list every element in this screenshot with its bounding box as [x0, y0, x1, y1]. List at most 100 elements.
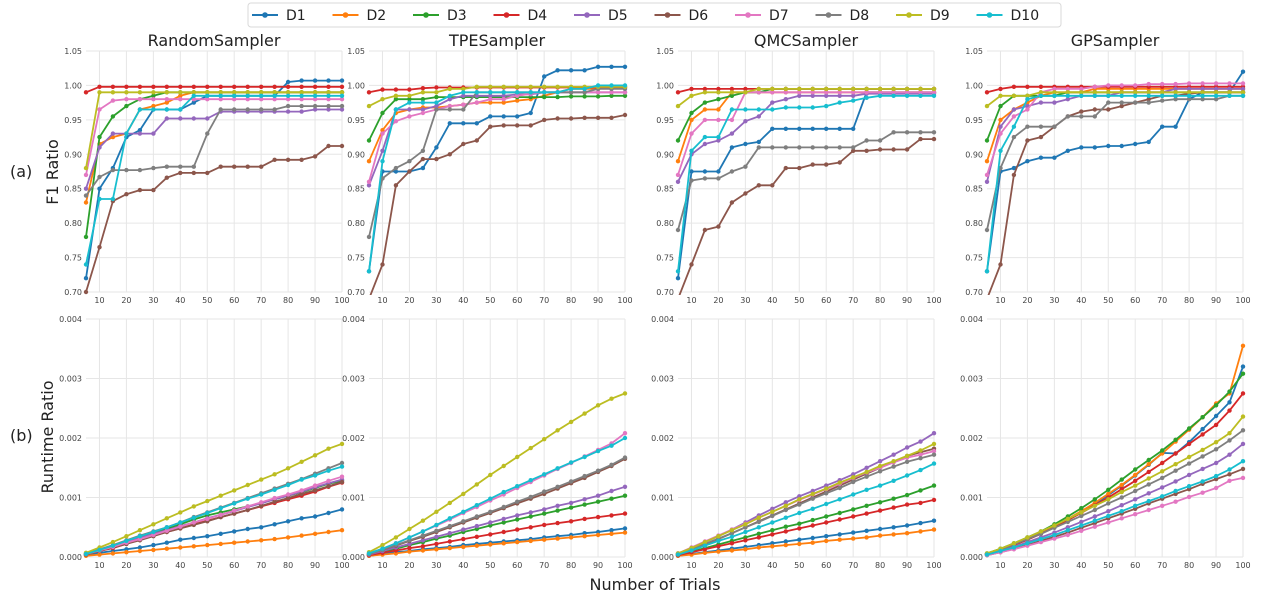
- data-point-d5: [1186, 472, 1192, 478]
- data-point-d7: [164, 528, 169, 533]
- data-point-d2: [675, 159, 681, 164]
- data-point-d1: [877, 526, 883, 532]
- data-point-d3: [380, 110, 385, 116]
- x-tick-label: 70: [848, 561, 858, 570]
- data-point-d10: [1092, 93, 1098, 99]
- data-point-d4: [729, 541, 735, 546]
- y-axis-label-bottom: Runtime Ratio: [38, 381, 57, 494]
- y-tick-label: 0.70: [64, 288, 82, 297]
- data-point-d10: [1092, 518, 1098, 523]
- data-point-d6: [420, 156, 426, 162]
- y-tick-label: 0.004: [960, 315, 983, 324]
- data-point-d6: [245, 164, 250, 169]
- data-point-d7: [1200, 81, 1205, 86]
- data-point-d10: [312, 93, 318, 99]
- data-point-d9: [515, 454, 520, 460]
- x-tick-label: 70: [848, 296, 858, 305]
- data-point-d2: [689, 117, 694, 123]
- legend-swatch-marker: [503, 12, 510, 18]
- series-line-d5: [986, 443, 1244, 556]
- data-point-d1: [151, 542, 156, 548]
- data-point-d4: [232, 84, 237, 90]
- data-point-d1: [582, 68, 587, 73]
- data-point-d8: [797, 502, 802, 507]
- data-point-d3: [918, 488, 923, 493]
- y-tick-label: 0.003: [651, 375, 674, 384]
- data-point-d9: [380, 97, 385, 102]
- data-point-d1: [326, 78, 331, 83]
- data-point-d7: [1186, 494, 1192, 500]
- data-point-d10: [110, 543, 116, 548]
- y-tick-label: 0.85: [656, 185, 674, 194]
- data-point-d9: [501, 84, 506, 90]
- data-point-d8: [918, 130, 923, 135]
- data-point-d1: [568, 68, 574, 73]
- data-point-d9: [675, 103, 681, 109]
- data-point-d7: [1065, 86, 1071, 92]
- y-tick-label: 1.05: [64, 47, 82, 56]
- x-tick-label: 60: [821, 561, 831, 570]
- data-point-d5: [555, 503, 560, 508]
- data-point-d1: [1119, 143, 1124, 149]
- x-tick-label: 100: [1235, 296, 1250, 305]
- data-point-d3: [1133, 467, 1138, 472]
- data-point-d8: [1025, 124, 1030, 129]
- data-point-d5: [420, 107, 426, 112]
- data-point-d2: [931, 527, 937, 532]
- data-point-d10: [312, 473, 318, 478]
- data-point-d2: [918, 529, 923, 534]
- data-point-d8: [164, 164, 169, 169]
- data-point-d10: [797, 105, 802, 110]
- data-point-d10: [528, 90, 533, 95]
- data-point-d10: [555, 90, 560, 95]
- data-point-d4: [1186, 441, 1192, 447]
- data-point-d9: [191, 90, 196, 95]
- data-point-d10: [1065, 93, 1071, 99]
- data-point-d2: [461, 544, 466, 550]
- data-point-d10: [232, 501, 237, 506]
- data-point-d6: [582, 115, 587, 121]
- x-tick-label: 30: [1049, 561, 1059, 570]
- legend-label: D3: [447, 8, 467, 24]
- data-point-d10: [366, 269, 372, 274]
- data-point-d8: [1119, 100, 1124, 105]
- x-tick-label: 20: [713, 296, 723, 305]
- data-point-d4: [824, 520, 829, 525]
- data-point-d2: [434, 547, 439, 552]
- data-point-d8: [904, 130, 910, 135]
- data-point-d6: [515, 123, 520, 128]
- data-point-d5: [1227, 86, 1232, 92]
- data-point-d10: [339, 93, 345, 99]
- data-point-d7: [864, 90, 869, 95]
- legend-entry-d3: D3: [413, 8, 467, 24]
- data-point-d3: [609, 93, 614, 99]
- data-point-d4: [434, 541, 439, 547]
- data-point-d7: [931, 448, 937, 454]
- data-point-d8: [339, 460, 345, 466]
- data-point-d1: [474, 121, 479, 126]
- data-point-d9: [783, 86, 788, 92]
- data-point-d4: [312, 84, 318, 90]
- data-point-d8: [137, 167, 143, 173]
- data-point-d7: [918, 90, 923, 95]
- data-point-d7: [824, 90, 829, 95]
- data-point-d8: [447, 107, 452, 112]
- data-point-d7: [178, 97, 183, 102]
- data-point-d6: [689, 262, 694, 267]
- data-point-d3: [1200, 415, 1205, 420]
- data-point-d10: [609, 443, 614, 448]
- data-point-d4: [380, 87, 385, 92]
- legend-swatch-marker: [986, 12, 993, 18]
- panel-title: TPESampler: [448, 31, 546, 50]
- data-point-d5: [407, 107, 412, 112]
- x-tick-label: 90: [310, 561, 320, 570]
- series-line-d3: [677, 484, 935, 556]
- data-point-d1: [689, 169, 694, 174]
- data-point-d9: [1186, 90, 1192, 95]
- x-tick-label: 80: [875, 296, 885, 305]
- series-line-d9: [368, 85, 625, 107]
- data-point-d1: [218, 531, 223, 536]
- data-point-d1: [191, 535, 196, 541]
- data-point-d3: [931, 483, 937, 488]
- data-point-d7: [339, 97, 345, 102]
